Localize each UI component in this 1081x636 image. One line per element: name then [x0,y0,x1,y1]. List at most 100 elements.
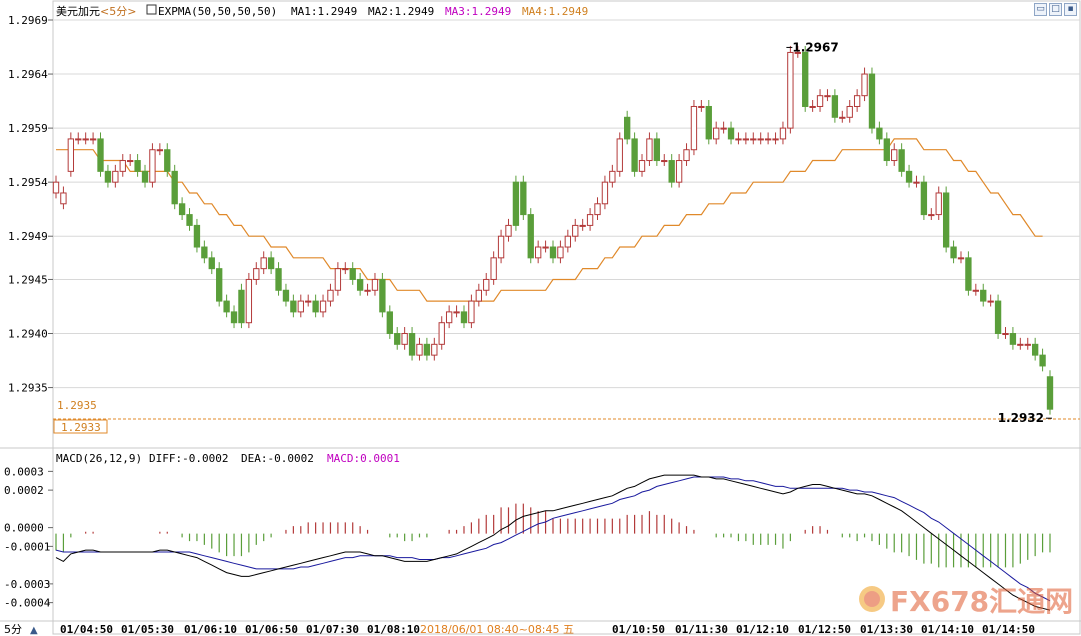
candle [772,132,779,145]
candle [89,132,97,145]
candle [394,327,401,350]
candle [1017,337,1024,350]
indicator-toggle-icon[interactable] [146,4,157,15]
macd-header-label: MACD(26,12,9) [56,452,142,465]
candle [230,305,238,329]
candle [905,164,913,188]
candle [690,100,698,156]
candle [631,132,638,177]
candle [67,132,75,177]
candle [742,132,750,145]
candle [935,186,942,220]
candle [713,121,720,145]
candle [156,143,164,156]
watermark: FX678汇通网 [859,585,1073,618]
candle [616,132,623,177]
candle [624,110,631,145]
expma-layer [56,138,1043,302]
watermark-text: FX678汇通网 [890,585,1073,618]
time-tick-label: 01/07:30 [306,623,359,636]
candle [60,186,67,210]
candle [371,272,379,296]
candle [720,121,727,134]
candle [104,164,112,188]
close-window-icon[interactable]: ▪ [1064,3,1077,16]
candle [794,45,801,58]
price-tick-label: 1.2935 [8,382,48,395]
candle [445,305,453,329]
macd-lines [55,474,1051,611]
candle [527,208,534,264]
candle [891,143,898,166]
header-ma1: MA1:1.2949 [291,5,357,18]
candle [149,143,156,188]
candle [505,218,512,242]
candle [186,208,193,231]
candle [82,132,89,145]
time-tick-label: 01/08:10 [367,623,420,636]
price-tick-label: 1.2949 [8,230,48,243]
candle [1046,370,1054,415]
candle [408,327,416,361]
candle [260,251,267,275]
maximize-window-icon[interactable]: □ [1049,3,1062,16]
macd-header-macd: MACD:0.0001 [327,452,400,465]
candle [297,294,304,318]
candle [134,154,141,177]
macd-tick-label: 0.0003 [4,465,44,478]
candle [379,272,386,318]
candle [223,294,230,318]
price-tick-label: 1.2964 [8,68,48,81]
current-price-label: 1.2933 [61,421,101,434]
candle [735,132,742,145]
candle [171,164,178,210]
candle [334,262,342,296]
candle [549,240,557,264]
candle [193,218,201,253]
candle [668,154,675,188]
candle [364,283,371,296]
period-arrow-icon[interactable]: ▲ [30,625,38,636]
macd-header-dea: DEA:-0.0002 [241,452,314,465]
candle [141,164,149,188]
candle [987,294,994,307]
candle [661,154,668,166]
time-tick-label: 01/06:50 [245,623,298,636]
candle [319,294,327,318]
candle [267,251,275,275]
candle [750,132,757,145]
candle [164,143,171,177]
candle [601,175,609,210]
candle [253,262,260,285]
candle [282,283,290,307]
footer-date-label: 2018/06/01 08:40~08:45 五 [420,623,574,636]
candle [564,229,572,253]
candle [980,283,987,307]
candle [861,67,868,102]
candle [705,100,712,145]
price-axis: 1.2969 1.2964 1.2959 1.2954 1.2949 1.2945 1.29… [8,14,53,395]
candle [178,197,186,220]
candle [460,305,468,329]
candle [965,251,972,296]
candle [453,305,460,318]
candle [957,251,965,264]
candle [764,132,772,145]
plot-border [52,0,1081,635]
restore-window-icon[interactable]: ▭ [1034,3,1047,16]
time-tick-label: 01/14:50 [982,623,1035,636]
high-marker-label: 1.2967 [792,40,838,54]
time-tick-label: 01/14:10 [921,623,974,636]
header-symbol: 美元加元 [56,5,100,18]
price-tick-label: 1.2969 [8,14,48,27]
candle [594,197,601,220]
candle [868,67,876,134]
candle [497,229,505,264]
candle [913,175,920,188]
candle [401,327,408,350]
macd-tick-label: -0.0004 [4,597,51,610]
period-button[interactable]: 5分 [4,623,22,636]
expma-line [56,138,1043,302]
macd-tick-label: -0.0001 [4,540,50,553]
